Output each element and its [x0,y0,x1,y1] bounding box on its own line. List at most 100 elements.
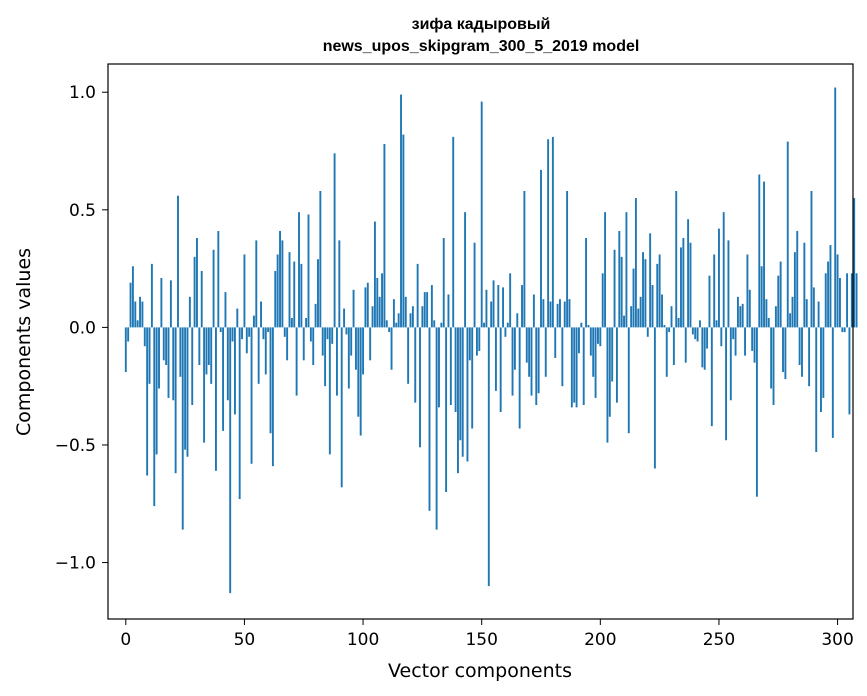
bar [839,278,841,328]
bar [139,296,141,328]
bar [691,327,694,335]
bar [634,198,637,328]
bar [815,327,818,453]
bar [708,275,711,328]
bar [810,190,813,328]
bar [537,327,540,394]
bar [402,134,405,328]
bar [682,238,685,328]
bar [725,327,728,441]
bar [706,327,709,349]
bar [513,327,516,370]
bar [777,275,780,328]
bar [699,320,701,328]
bar [492,280,495,328]
bar [468,327,471,361]
bar [620,256,623,328]
bar [601,273,604,328]
bar [319,190,322,328]
bar [215,327,217,471]
bar [599,327,602,347]
plot-frame [107,63,854,620]
bar [734,327,737,356]
bar [196,238,198,328]
bar [279,230,281,328]
bar [447,294,450,328]
bar [131,266,134,328]
bar [274,270,277,328]
bar [471,327,474,429]
bar [409,313,412,328]
bar [677,317,680,328]
bar [680,247,682,328]
bar [763,181,765,328]
bar [554,327,557,358]
bar [831,327,834,438]
bar [243,254,246,328]
bar [525,327,528,363]
bar [760,266,763,328]
bar [703,327,706,370]
bar [191,327,194,405]
bar [701,327,704,368]
bar [608,327,611,417]
bar [670,306,673,328]
y-tick-label: 0.5 [69,201,96,221]
bar [141,301,144,328]
bar [808,327,811,387]
bar [146,327,149,476]
bar [803,242,806,328]
bar [713,254,716,328]
bar [212,249,215,328]
bar [421,306,424,328]
bar [651,285,654,328]
bar [485,289,488,328]
bar [606,327,609,443]
bar [715,320,718,328]
bar [442,238,445,328]
bar [343,308,346,328]
bar [357,327,360,417]
bar [295,327,298,396]
bar [255,240,258,328]
bar [352,289,355,328]
y-axis-label: Components values [13,248,35,436]
bar [200,270,203,328]
bar [846,273,849,328]
bar [578,327,580,354]
bar [148,327,151,384]
bar [473,242,476,328]
bar [658,254,661,328]
bar [314,303,317,328]
bar [464,212,467,328]
bar [198,327,201,366]
bar [376,278,379,328]
chart-title-line-2: news_upos_skipgram_300_5_2019 model [323,38,640,55]
bar [528,327,531,377]
bar [312,327,315,366]
bar [687,219,690,328]
bars-group [124,87,858,594]
bar [345,327,348,335]
bar [523,190,526,328]
x-tick-label: 250 [703,630,735,650]
chart-title-line-1: зифа кадыровый [412,16,551,33]
bar [684,327,687,363]
bar [124,327,127,373]
bar [597,327,599,344]
bar [283,327,286,337]
bar [627,327,630,434]
bar [822,327,825,398]
bar [594,327,597,398]
bar [855,273,858,328]
x-axis-label: Vector components [388,660,572,682]
bar [371,306,374,328]
bar [575,327,578,408]
bar [267,327,270,333]
bar [286,327,289,361]
bar [271,327,274,467]
bar [419,327,421,448]
bar [746,254,749,328]
bar [727,240,730,328]
bar [566,190,569,328]
